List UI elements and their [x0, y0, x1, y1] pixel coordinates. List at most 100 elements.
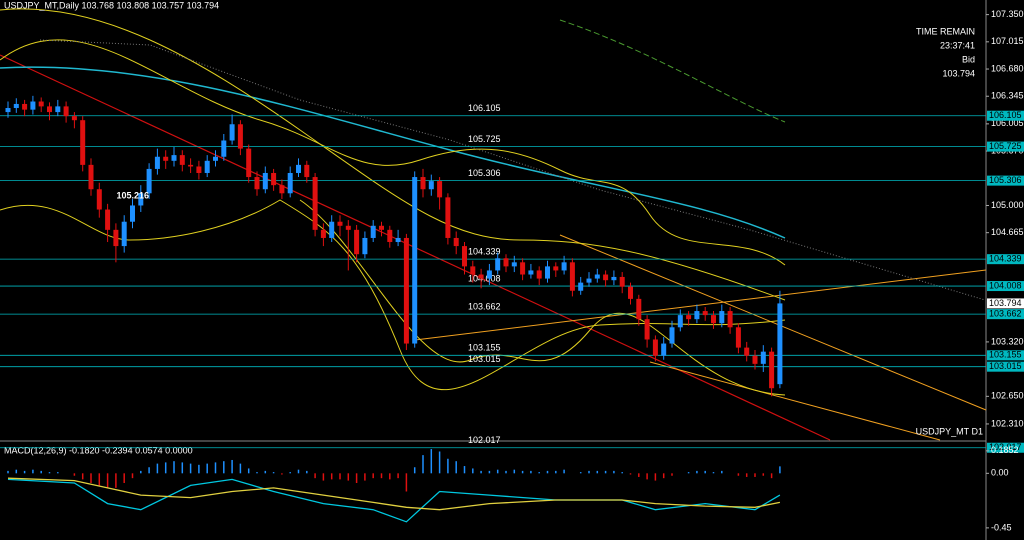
candle-body — [130, 205, 135, 222]
level-box-label: 103.015 — [989, 361, 1022, 371]
candle-body — [478, 274, 484, 279]
candle-body — [38, 101, 44, 107]
candle-body — [96, 189, 102, 210]
candle-body — [528, 270, 534, 275]
candle-body — [163, 156, 169, 161]
candle-body — [105, 209, 111, 230]
candle-body — [80, 120, 86, 165]
candle-body — [13, 103, 19, 109]
bid: 103.794 — [942, 68, 975, 78]
band — [299, 199, 786, 396]
annotation: 105.216 — [117, 190, 150, 200]
macd-title: MACD(12,26,9) -0.1820 -0.2394 0.0574 0.0… — [4, 445, 193, 455]
level-box — [987, 141, 1024, 152]
candle-body — [329, 221, 335, 238]
candle-body — [71, 116, 77, 121]
candle-body — [237, 124, 243, 149]
candle-body — [677, 315, 683, 328]
candle-body — [511, 262, 517, 267]
candle-body — [428, 181, 434, 190]
candle-body — [536, 270, 542, 279]
y-tick-label: 107.015 — [991, 36, 1024, 46]
candle-body — [179, 155, 185, 165]
macd-line — [7, 478, 781, 523]
trendline — [649, 361, 941, 441]
candle-body — [362, 237, 368, 255]
macd-tick-label: -0.45 — [991, 522, 1012, 532]
candle-body — [445, 197, 451, 238]
level-box — [987, 350, 1024, 361]
macd-tick-label: 0.00 — [991, 468, 1009, 478]
y-tick-label: 106.005 — [991, 118, 1024, 128]
candle-body — [213, 156, 218, 161]
candle-body — [669, 327, 675, 344]
candle-body — [586, 278, 592, 283]
candle-body — [204, 160, 210, 173]
timer: 23:37:41 — [940, 40, 975, 50]
candle-body — [719, 311, 725, 324]
candle-body — [561, 262, 567, 271]
candle-body — [379, 225, 384, 230]
candle-body — [636, 298, 642, 320]
candle-body — [644, 319, 650, 340]
candle-body — [403, 237, 409, 344]
level-label: 103.662 — [468, 302, 501, 312]
candle-body — [63, 106, 69, 117]
candle-body — [769, 351, 775, 389]
y-tick-label: 104.665 — [991, 227, 1024, 237]
candle-body — [495, 258, 501, 271]
candle-body — [694, 311, 700, 320]
candle-body — [279, 185, 285, 194]
candle-body — [296, 164, 301, 173]
y-tick-label: 103.320 — [991, 336, 1024, 346]
candle-body — [30, 101, 36, 110]
candle-body — [661, 343, 667, 356]
candle-body — [5, 108, 11, 113]
y-tick-label: 102.310 — [991, 418, 1024, 428]
bid-label: Bid — [962, 54, 975, 64]
candle-body — [702, 311, 708, 316]
candle-body — [221, 140, 227, 157]
candle-body — [55, 106, 61, 113]
symbol-label: USDJPY_MT D1 — [916, 426, 983, 436]
level-box-label: 105.306 — [989, 175, 1022, 185]
indicators — [0, 8, 987, 441]
band — [0, 8, 786, 301]
level-label: 103.155 — [468, 343, 501, 353]
candle-body — [22, 103, 28, 110]
level-box — [987, 442, 1024, 453]
candle-body — [603, 274, 609, 281]
y-tick-label: 106.680 — [991, 63, 1024, 73]
candle-body — [569, 262, 575, 291]
level-label: 103.015 — [468, 354, 501, 364]
level-box — [987, 175, 1024, 186]
candle-body — [520, 262, 526, 275]
candle-body — [470, 266, 476, 275]
level-box — [987, 361, 1024, 372]
bid-box-label: 103.794 — [989, 298, 1022, 308]
candle-body — [611, 276, 617, 281]
y-tick-label: 107.350 — [991, 9, 1024, 19]
chart-title: USDJPY_MT,Daily 103.768 103.808 103.757 … — [4, 0, 219, 10]
candle-body — [345, 225, 351, 230]
candle-body — [395, 237, 401, 243]
level-box — [987, 254, 1024, 265]
timer-label: TIME REMAIN — [916, 26, 975, 36]
level-box-label: 103.155 — [989, 350, 1022, 360]
candle-body — [462, 246, 467, 267]
level-label: 102.017 — [468, 435, 501, 445]
trendline — [559, 234, 987, 411]
bid-box — [987, 298, 1024, 309]
level-box-label: 102.017 — [989, 442, 1022, 452]
level-box-label: 106.105 — [989, 110, 1022, 120]
level-label: 104.008 — [468, 273, 501, 283]
candle-body — [553, 266, 559, 271]
candle-body — [686, 315, 692, 320]
level-box-label: 104.339 — [989, 254, 1022, 264]
y-tick-label: 102.650 — [991, 391, 1024, 401]
candle-body — [196, 166, 202, 173]
band — [0, 199, 786, 390]
